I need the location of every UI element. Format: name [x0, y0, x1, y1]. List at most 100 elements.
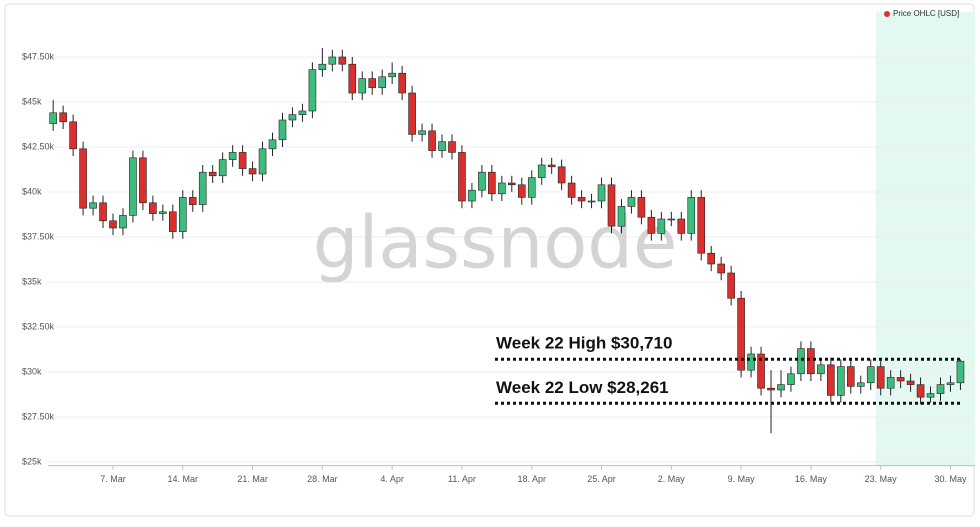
y-tick-label: $27.50k	[22, 411, 55, 421]
candle-body	[198, 171, 207, 205]
candle-body	[777, 384, 785, 391]
candle-body	[557, 166, 566, 184]
candle-body	[328, 56, 337, 65]
candle-body	[727, 272, 735, 299]
candle-body	[797, 348, 805, 375]
candle-body	[398, 72, 406, 94]
candle-body	[368, 78, 377, 88]
candle-body	[507, 182, 516, 186]
candle-body	[807, 348, 815, 375]
annotation-label: Week 22 High $30,710	[496, 334, 672, 353]
watermark: glassnode	[313, 201, 678, 285]
candle-body	[677, 218, 686, 234]
candle-body	[418, 130, 426, 135]
candle-body	[547, 164, 556, 168]
candle-body	[258, 148, 267, 175]
candle-body	[498, 182, 506, 195]
candle-body	[208, 171, 217, 177]
candle-body	[99, 202, 107, 222]
candle-body	[747, 353, 755, 371]
candle-body	[298, 110, 307, 115]
candle-body	[817, 364, 825, 375]
candle-body	[408, 92, 416, 135]
candle-body	[607, 184, 616, 227]
candle-body	[119, 215, 127, 229]
y-tick-label: $25k	[22, 456, 42, 466]
candle-body	[288, 114, 297, 121]
candle-body	[946, 382, 955, 385]
x-tick-label: 23. May	[865, 474, 898, 484]
candle-body	[527, 177, 536, 198]
legend-label: Price OHLC [USD]	[893, 9, 959, 18]
candle-body	[647, 216, 656, 234]
y-tick-label: $47.50k	[22, 51, 55, 61]
candle-body	[787, 373, 795, 385]
candle-body	[159, 211, 167, 214]
candle-body	[348, 63, 357, 94]
candle-body	[228, 152, 237, 160]
candle-body	[916, 384, 925, 398]
candle-body	[707, 252, 716, 265]
candle-body	[697, 197, 706, 254]
candle-body	[577, 197, 586, 202]
x-tick-label: 7. Mar	[100, 474, 126, 484]
candle-body	[378, 76, 386, 88]
candle-body	[767, 387, 775, 391]
candle-body	[846, 366, 855, 387]
candle-body	[248, 168, 257, 175]
y-tick-label: $35k	[22, 276, 42, 286]
candle-body	[737, 297, 745, 371]
candle-body	[517, 184, 526, 198]
candle-body	[876, 366, 885, 389]
candle-body	[757, 353, 765, 389]
x-tick-label: 21. Mar	[237, 474, 268, 484]
candle-body	[218, 159, 227, 177]
candle-body	[617, 206, 626, 227]
candle-body	[926, 393, 935, 398]
y-tick-label: $32.50k	[22, 321, 55, 331]
annotation-label: Week 22 Low $28,261	[496, 378, 669, 397]
highlight-region	[875, 11, 975, 466]
candle-body	[388, 72, 396, 78]
x-tick-label: 4. Apr	[380, 474, 404, 484]
candle-body	[438, 141, 446, 151]
candle-body	[109, 220, 117, 229]
candle-body	[308, 69, 317, 112]
candle-body	[268, 139, 277, 150]
candle-body	[278, 119, 287, 141]
candle-body	[89, 202, 97, 209]
candle-body	[717, 263, 725, 274]
candle-body	[428, 130, 436, 151]
candle-body	[238, 152, 247, 169]
candle-body	[178, 197, 187, 232]
x-tick-label: 16. May	[795, 474, 828, 484]
candle-body	[567, 182, 576, 198]
x-tick-label: 2. May	[658, 474, 686, 484]
candle-body	[129, 157, 137, 216]
x-tick-label: 11. Apr	[448, 474, 476, 484]
candle-body	[318, 63, 327, 70]
candle-body	[149, 202, 157, 214]
candle-body	[657, 218, 666, 234]
y-tick-label: $45k	[22, 96, 42, 106]
y-tick-label: $30k	[22, 366, 42, 376]
candle-body	[886, 377, 895, 389]
candle-body	[936, 384, 945, 394]
candle-body	[866, 366, 875, 384]
legend-marker	[884, 11, 890, 17]
candle-body	[597, 184, 606, 202]
candle-body	[827, 364, 835, 396]
candle-body	[448, 141, 456, 153]
candle-body	[896, 377, 905, 382]
x-tick-label: 9. May	[728, 474, 756, 484]
x-tick-label: 18. Apr	[517, 474, 546, 484]
candle-body	[49, 112, 57, 124]
candle-body	[537, 164, 546, 178]
x-tick-label: 28. Mar	[307, 474, 338, 484]
candle-body	[139, 157, 147, 204]
candle-body	[338, 56, 347, 65]
x-tick-label: 30. May	[934, 474, 967, 484]
candle-body	[627, 197, 636, 207]
candle-body	[478, 171, 486, 191]
candle-body	[856, 382, 865, 387]
